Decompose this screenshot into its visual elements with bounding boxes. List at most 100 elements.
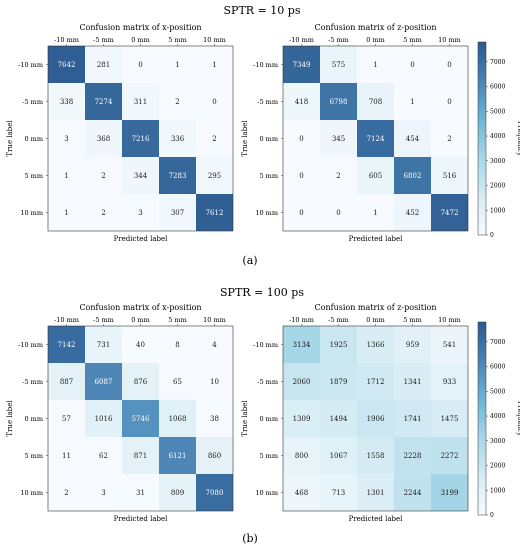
- matrix-cell: [196, 194, 233, 231]
- cell-value: 933: [443, 378, 456, 386]
- y-tick-label: 0 mm: [259, 135, 278, 143]
- matrix-cell: [357, 46, 394, 83]
- matrix-cell: [320, 326, 357, 363]
- colorbar-tick-label: 6000: [490, 364, 505, 371]
- matrix-cell: [283, 363, 320, 400]
- cell-value: 1301: [367, 489, 385, 497]
- matrix-cell: [196, 437, 233, 474]
- matrix-cell: [48, 46, 85, 83]
- y-axis-label: True label: [241, 400, 249, 437]
- cell-value: 8: [175, 341, 179, 349]
- cell-value: 281: [97, 61, 110, 69]
- cell-value: 1879: [330, 378, 348, 386]
- matrix-cell: [85, 157, 122, 194]
- cell-value: 6802: [404, 172, 422, 180]
- cell-value: 2060: [293, 378, 311, 386]
- cell-value: 1: [373, 61, 377, 69]
- cell-value: 368: [97, 135, 110, 143]
- x-tick-label: -10 mm: [289, 36, 314, 44]
- matrix-cell: [283, 400, 320, 437]
- y-tick-label: -5 mm: [22, 98, 43, 106]
- confusion-matrix-plot: Confusion matrix of x-position 7642 281 0 1 1…: [6, 23, 234, 243]
- matrix-cell: [48, 400, 85, 437]
- matrix-cell: [320, 120, 357, 157]
- x-tick-label: 5 mm: [168, 316, 187, 324]
- matrix-cell: [196, 474, 233, 511]
- matrix-cell: [357, 157, 394, 194]
- cell-value: 1: [373, 209, 377, 217]
- matrix-cell: [320, 400, 357, 437]
- matrix-cell: [394, 400, 431, 437]
- cell-value: 0: [212, 98, 216, 106]
- colorbar-tick-label: 0: [490, 512, 494, 519]
- matrix-cell: [85, 400, 122, 437]
- cell-value: 708: [369, 98, 382, 106]
- cell-value: 31: [136, 489, 145, 497]
- confusion-matrix-plot: Confusion matrix of z-position 3134 1925 13…: [241, 303, 520, 523]
- x-tick-label: -10 mm: [289, 316, 314, 324]
- cell-value: 307: [171, 209, 184, 217]
- cell-value: 7612: [206, 209, 224, 217]
- cell-value: 3134: [293, 341, 311, 349]
- colorbar-label: Frequency: [516, 401, 520, 436]
- y-tick-label: 5 mm: [24, 452, 43, 460]
- colorbar-tick-label: 5000: [490, 108, 505, 115]
- cell-value: 468: [295, 489, 308, 497]
- cell-value: 731: [97, 341, 110, 349]
- matrix-cell: [283, 157, 320, 194]
- matrix-cell: [320, 363, 357, 400]
- matrix-cell: [283, 326, 320, 363]
- matrix-cell: [283, 46, 320, 83]
- colorbar-tick-label: 6000: [490, 84, 505, 91]
- matrix-cell: [357, 400, 394, 437]
- colorbar: [477, 41, 487, 236]
- matrix-cell: [159, 326, 196, 363]
- matrix-cell: [357, 194, 394, 231]
- cell-value: 6121: [169, 452, 187, 460]
- cell-value: 713: [332, 489, 345, 497]
- matrix-cell: [394, 157, 431, 194]
- matrix-cell: [394, 194, 431, 231]
- matrix-cell: [48, 474, 85, 511]
- cell-value: 1494: [330, 415, 348, 423]
- matrix-cell: [320, 474, 357, 511]
- cell-value: 1067: [330, 452, 348, 460]
- matrix-cell: [85, 120, 122, 157]
- cell-value: 0: [410, 61, 414, 69]
- x-axis-label: Predicted label: [114, 515, 169, 523]
- matrix-cell: [283, 120, 320, 157]
- colorbar-tick-label: 7000: [490, 339, 505, 346]
- cell-value: 7472: [441, 209, 459, 217]
- matrix-cell: [122, 120, 159, 157]
- colorbar-tick-label: 2000: [490, 183, 505, 190]
- y-axis-label: True label: [241, 120, 249, 157]
- x-tick-label: 10 mm: [203, 316, 226, 324]
- y-tick-label: 10 mm: [20, 209, 43, 217]
- matrix-cell: [85, 46, 122, 83]
- matrix-cell: [85, 474, 122, 511]
- y-tick-label: -10 mm: [253, 61, 278, 69]
- y-tick-label: 5 mm: [259, 452, 278, 460]
- colorbar-tick-label: 4000: [490, 413, 505, 420]
- matrix-cell: [48, 194, 85, 231]
- x-tick-label: 10 mm: [438, 316, 461, 324]
- matrix-cell: [431, 326, 468, 363]
- cell-value: 2: [336, 172, 340, 180]
- matrix-cell: [357, 326, 394, 363]
- cell-value: 1068: [169, 415, 187, 423]
- cell-value: 2228: [404, 452, 422, 460]
- matrix-cell: [159, 120, 196, 157]
- cell-value: 0: [447, 98, 451, 106]
- x-tick-label: -10 mm: [54, 316, 79, 324]
- matrix-cell: [122, 437, 159, 474]
- cell-value: 6798: [330, 98, 348, 106]
- matrix-cell: [320, 46, 357, 83]
- cell-value: 6087: [95, 378, 113, 386]
- cell-value: 1: [175, 61, 179, 69]
- plot-title: Confusion matrix of x-position: [79, 303, 201, 312]
- matrix-cell: [196, 120, 233, 157]
- cell-value: 0: [299, 172, 303, 180]
- x-tick-label: 10 mm: [438, 36, 461, 44]
- cell-value: 2: [175, 98, 179, 106]
- cell-value: 0: [299, 209, 303, 217]
